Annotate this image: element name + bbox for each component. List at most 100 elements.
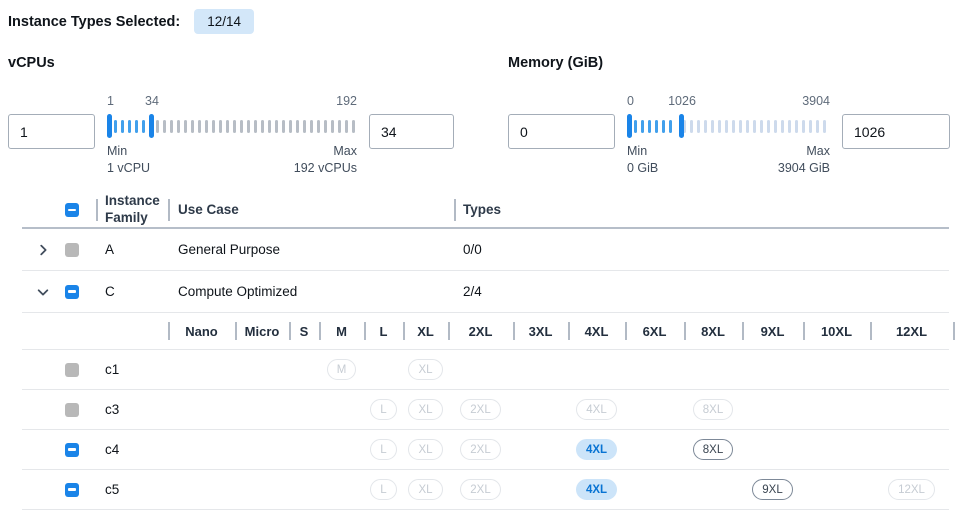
vcpus-filter: vCPUs 1 34 192 Min 1 vCPU [8,55,454,177]
slider-tick [289,120,292,133]
family-row-a: A General Purpose 0/0 [22,229,949,271]
size-pill-c4-2xl: 2XL [460,439,501,460]
size-column-header-nano: Nano [185,323,218,339]
vcpus-scale-labels: 1 34 192 [107,94,357,111]
slider-tick [198,120,201,133]
vcpus-lower-input[interactable] [8,114,95,149]
max-detail: 192 vCPUs [293,161,357,175]
slider-tick [184,120,187,133]
slider-tick [634,120,637,133]
size-pill-c5-xl: XL [408,479,443,500]
slider-tick [310,120,313,133]
slider-tick [338,120,341,133]
instance-checkbox-c3 [65,402,79,417]
max-label: Max [333,144,357,158]
size-column-header-9xl: 9XL [760,323,785,339]
family-row-c: C Compute Optimized 2/4 [22,271,949,313]
minus-icon [68,290,76,293]
slider-tick [240,120,243,133]
slider-handle-lower[interactable] [627,114,632,138]
memory-upper-input[interactable] [842,114,950,149]
collapse-row-button[interactable] [34,283,52,301]
use-case: General Purpose [178,242,281,257]
slider-tick [233,120,236,133]
memory-scale-labels: 0 1026 3904 [627,94,830,111]
size-pill-c4-8xl[interactable]: 8XL [692,439,734,460]
slider-tick [753,120,756,133]
slider-tick [781,120,784,133]
slider-tick [690,120,693,133]
size-column-header-3xl: 3XL [528,323,553,339]
scale-min-label: 0 [627,94,634,108]
slider-tick [142,120,145,133]
slider-tick [324,120,327,133]
slider-tick [352,120,355,133]
instance-row-c5: c5 L XL 2XL 4XL 9XL 12XL [22,470,949,510]
slider-handle-lower[interactable] [107,114,112,138]
memory-range-slider[interactable]: 0 1026 3904 Min 0 GiB Max 3904 GiB [627,94,830,177]
size-column-header-m: M [336,323,347,339]
min-label: Min [627,144,648,158]
selected-count-badge: 12/14 [194,9,254,34]
instance-name: c4 [105,442,120,457]
column-header-use-case: Use Case [168,202,454,219]
slider-tick [802,120,805,133]
slider-tick [226,120,229,133]
instance-row-c4: c4 L XL 2XL 4XL 8XL [22,430,949,470]
family-checkbox-a [65,242,79,257]
slider-handle-upper[interactable] [149,114,154,138]
size-pill-c3-8xl: 8XL [692,399,734,420]
vcpus-upper-input[interactable] [369,114,454,149]
size-pill-c5-4xl[interactable]: 4XL [575,479,618,500]
slider-tick [268,120,271,133]
slider-tick [809,120,812,133]
slider-tick [261,120,264,133]
size-column-header-xl: XL [417,323,434,339]
instance-name: c5 [105,482,120,497]
slider-handle-upper[interactable] [679,114,684,138]
selected-count-label: Instance Types Selected: [8,13,181,30]
slider-tick [275,120,278,133]
slider-tick [247,120,250,133]
size-pill-c3-l: L [370,399,397,420]
slider-tick [331,120,334,133]
size-pill-c3-2xl: 2XL [460,399,501,420]
size-pill-c3-xl: XL [408,399,443,420]
instance-row-c1: c1 M XL [22,350,949,390]
column-header-types: Types [454,202,949,219]
slider-tick [191,120,194,133]
size-column-header-s: S [299,323,309,339]
family-checkbox-c[interactable] [65,284,79,299]
vcpus-minmax: Min 1 vCPU Max 192 vCPUs [107,143,357,177]
select-all-checkbox[interactable] [65,203,79,217]
instance-checkbox-c4[interactable] [65,442,79,457]
memory-slider-track[interactable] [627,113,830,139]
slider-tick [317,120,320,133]
slider-tick [823,120,826,133]
instance-checkbox-c5[interactable] [65,482,79,497]
vcpus-slider-track[interactable] [107,113,357,139]
slider-tick [254,120,257,133]
size-column-header-l: L [379,323,388,339]
max-detail: 3904 GiB [777,161,830,175]
size-pill-c5-12xl: 12XL [888,479,935,500]
instance-name: c3 [105,402,120,417]
size-pill-c1-xl: XL [408,359,443,380]
slider-tick [156,120,159,133]
types-count: 2/4 [463,284,482,299]
slider-tick [121,120,124,133]
size-pill-c5-9xl[interactable]: 9XL [752,479,793,500]
slider-tick [655,120,658,133]
filters-section: vCPUs 1 34 192 Min 1 vCPU [8,55,950,177]
vcpus-range-slider[interactable]: 1 34 192 Min 1 vCPU Max 192 vCPUs [107,94,357,177]
slider-tick [760,120,763,133]
slider-tick [795,120,798,133]
expand-row-button[interactable] [34,241,52,259]
memory-lower-input[interactable] [508,114,615,149]
size-pill-c5-l: L [370,479,397,500]
chevron-right-icon [40,244,47,255]
size-pill-c4-4xl[interactable]: 4XL [575,439,618,460]
slider-tick [774,120,777,133]
scale-selected-label: 1026 [668,94,696,108]
size-pill-c5-2xl: 2XL [460,479,501,500]
